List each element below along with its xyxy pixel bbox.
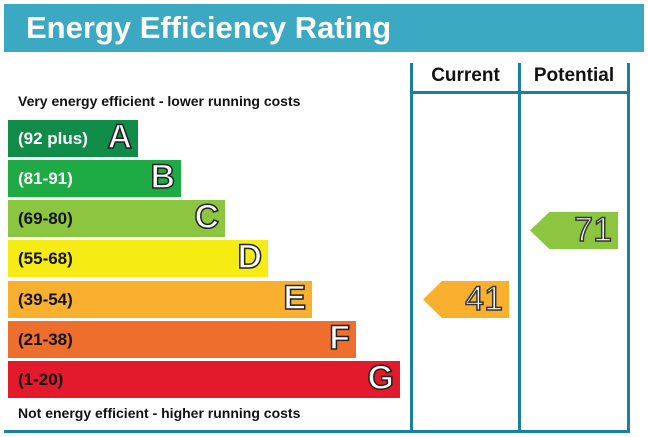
band-a: (92 plus) A — [8, 118, 138, 157]
band-range-label: (81-91) — [18, 169, 73, 188]
band-e: (39-54) E — [8, 279, 312, 318]
band-range-label: (1-20) — [18, 370, 64, 389]
page-title: Energy Efficiency Rating — [26, 10, 392, 45]
band-letter: B — [150, 158, 176, 197]
band-range-label: (92 plus) — [18, 129, 88, 148]
column-header-underline — [410, 91, 630, 94]
band-range-label: (69-80) — [18, 209, 73, 228]
band-letter: A — [107, 118, 133, 157]
band-f: (21-38) F — [8, 319, 356, 358]
header-banner: Energy Efficiency Rating — [4, 4, 644, 52]
band-b: (81-91) B — [8, 158, 181, 197]
potential-rating-arrow: 71 — [530, 212, 618, 249]
column-divider-right — [627, 63, 630, 433]
current-rating-value: 41 — [464, 280, 503, 318]
bottom-border — [4, 430, 630, 433]
band-range-label: (39-54) — [18, 290, 73, 309]
band-letter: G — [367, 359, 395, 398]
bottom-caption: Not energy efficient - higher running co… — [18, 405, 301, 421]
band-letter: C — [194, 198, 220, 237]
band-d: (55-68) D — [8, 238, 268, 277]
column-divider-middle — [518, 63, 521, 433]
potential-rating-value: 71 — [573, 211, 612, 249]
potential-column-header: Potential — [533, 65, 615, 86]
band-range-label: (21-38) — [18, 330, 73, 349]
band-letter: F — [328, 319, 350, 358]
band-letter: D — [237, 238, 263, 277]
band-c: (69-80) C — [8, 198, 225, 237]
current-column-header: Current — [431, 65, 500, 86]
column-divider-left — [410, 63, 413, 433]
top-caption: Very energy efficient - lower running co… — [18, 93, 301, 109]
band-g: (1-20) G — [8, 359, 400, 398]
band-range-label: (55-68) — [18, 249, 73, 268]
current-rating-arrow: 41 — [423, 281, 509, 318]
band-letter: E — [283, 279, 307, 318]
